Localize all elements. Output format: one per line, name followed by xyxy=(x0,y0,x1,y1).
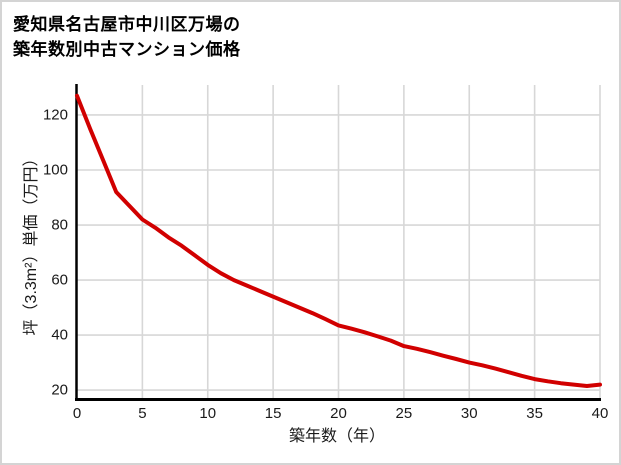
x-tick-label: 30 xyxy=(460,405,478,422)
chart-title-line2: 築年数別中古マンション価格 xyxy=(13,40,241,59)
x-tick-label: 15 xyxy=(264,405,282,422)
x-tick-label: 25 xyxy=(395,405,413,422)
chart-title: 愛知県名古屋市中川区万場の 築年数別中古マンション価格 xyxy=(13,12,241,62)
chart-title-line1: 愛知県名古屋市中川区万場の xyxy=(13,15,241,34)
x-tick-label: 5 xyxy=(138,405,147,422)
x-axis-title: 築年数（年） xyxy=(288,428,386,445)
y-tick-label: 120 xyxy=(42,106,68,124)
y-tick-label: 100 xyxy=(42,161,68,179)
x-tick-label: 10 xyxy=(199,405,217,422)
price-line xyxy=(75,93,602,388)
x-tick-label: 0 xyxy=(72,405,82,422)
y-tick-label: 40 xyxy=(51,326,68,344)
y-tick-label: 20 xyxy=(51,381,68,399)
x-tick-label: 40 xyxy=(591,405,609,422)
y-tick-label: 60 xyxy=(51,271,68,289)
x-tick-label: 20 xyxy=(330,405,347,422)
y-tick-label: 80 xyxy=(51,216,68,234)
y-axis-title: 坪（3.3m²）単価（万円） xyxy=(23,150,40,336)
x-tick-label: 35 xyxy=(526,405,543,422)
